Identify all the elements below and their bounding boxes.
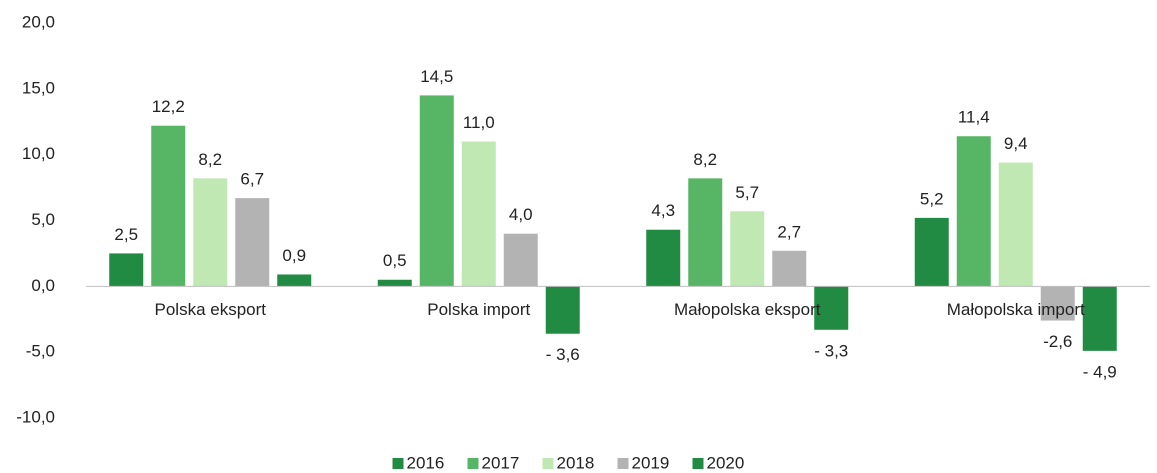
value-label: -2,6 (1043, 332, 1072, 351)
value-label: 2,7 (777, 222, 801, 241)
y-tick-label: 0,0 (31, 276, 55, 295)
bar (956, 136, 991, 287)
value-label: - 4,9 (1083, 362, 1117, 381)
x-tick-label: Małopolska import (947, 300, 1085, 319)
value-label: 0,9 (282, 246, 306, 265)
bar (461, 141, 496, 287)
value-label: - 3,3 (814, 341, 848, 360)
legend-swatch (542, 458, 554, 469)
y-tick-label: -10,0 (16, 407, 55, 426)
bar (814, 286, 849, 330)
bar (377, 279, 412, 287)
bar (109, 253, 144, 287)
value-label: 4,0 (509, 205, 533, 224)
value-label: 2,5 (114, 225, 138, 244)
legend-swatch (692, 458, 704, 469)
value-label: 4,3 (651, 201, 675, 220)
bar (277, 274, 312, 287)
value-label: 12,2 (152, 97, 185, 116)
bar (235, 198, 270, 287)
legend-label: 2019 (632, 453, 670, 472)
legend-label: 2016 (407, 453, 445, 472)
legend-label: 2017 (482, 453, 520, 472)
legend-swatch (392, 458, 404, 469)
y-tick-label: 5,0 (31, 210, 55, 229)
value-label: 8,2 (693, 150, 717, 169)
y-tick-label: 10,0 (22, 144, 55, 163)
y-tick-label: -5,0 (26, 342, 55, 361)
bar (688, 178, 723, 287)
bar (646, 229, 681, 287)
value-label: 14,5 (420, 67, 453, 86)
bar (193, 178, 228, 287)
bar (545, 286, 580, 334)
legend-swatch (467, 458, 479, 469)
bar (503, 233, 538, 287)
bar (151, 125, 186, 287)
x-tick-label: Małopolska eksport (674, 300, 821, 319)
x-tick-label: Polska import (427, 300, 530, 319)
value-label: 5,2 (920, 189, 944, 208)
bar (1082, 286, 1117, 351)
y-tick-label: 20,0 (22, 12, 55, 31)
bar (998, 162, 1033, 287)
value-label: - 3,6 (546, 345, 580, 364)
value-label: 9,4 (1004, 134, 1028, 153)
value-label: 8,2 (198, 150, 222, 169)
bar (419, 95, 454, 287)
x-tick-label: Polska eksport (155, 300, 267, 319)
legend-swatch (617, 458, 629, 469)
bar (730, 211, 765, 287)
legend-label: 2018 (557, 453, 595, 472)
value-label: 11,4 (958, 108, 990, 127)
y-tick-label: 15,0 (22, 78, 55, 97)
bar (1040, 286, 1075, 321)
value-label: 0,5 (383, 251, 407, 270)
legend-label: 2020 (707, 453, 745, 472)
value-label: 6,7 (240, 170, 264, 189)
value-label: 5,7 (735, 183, 759, 202)
value-label: 11,0 (463, 113, 495, 132)
bar (772, 250, 807, 287)
bar (914, 217, 949, 287)
